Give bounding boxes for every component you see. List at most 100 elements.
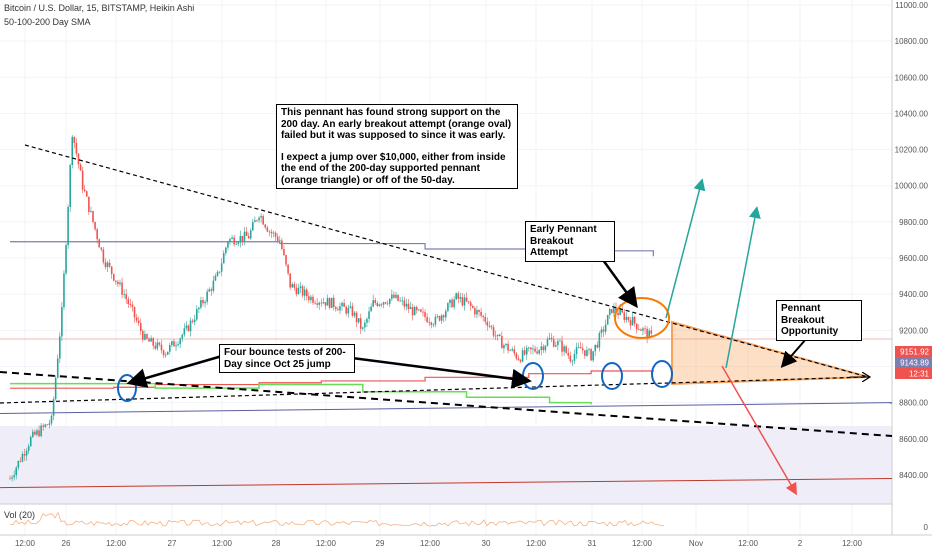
candle-body: [573, 354, 576, 361]
bounce-oval-3: [601, 362, 623, 390]
resistance-trendline: [24, 144, 869, 378]
candle-body: [515, 353, 518, 359]
candle-body: [144, 334, 146, 340]
candle-body: [23, 454, 26, 456]
candle-body: [152, 338, 154, 346]
x-tick-label-16: 12:00: [842, 539, 863, 548]
candle-body: [73, 136, 76, 144]
candle-body: [494, 335, 497, 337]
candle-body: [88, 196, 90, 212]
candle-body: [46, 424, 49, 426]
candle-body: [517, 358, 520, 361]
candle-body: [34, 431, 36, 435]
candle-body: [337, 309, 339, 311]
candle-body: [557, 341, 559, 346]
candle-body: [264, 224, 267, 228]
candle-body: [413, 307, 416, 316]
indicator-label[interactable]: 50-100-200 Day SMA: [4, 17, 91, 27]
candle-body: [415, 307, 418, 311]
candle-body: [175, 345, 177, 347]
early-pennant-annotation[interactable]: Early Pennant Breakout Attempt: [525, 221, 615, 262]
price-badge-0: [895, 346, 932, 357]
y-tick-label-11: 8800.00: [899, 399, 928, 408]
candle-body: [592, 351, 594, 361]
candle-body: [289, 273, 291, 288]
candle-body: [285, 254, 287, 265]
candle-body: [158, 342, 161, 345]
candle-body: [488, 325, 491, 327]
main-annotation-p2: I expect a jump over $10,000, either fro…: [281, 151, 506, 186]
y-tick-label-0: 11000.00: [895, 1, 928, 10]
candle-body: [528, 347, 530, 349]
candle-body: [525, 347, 528, 355]
candle-body: [442, 315, 445, 318]
candle-body: [260, 216, 262, 218]
candle-body: [496, 334, 499, 337]
x-tick-label-12: 12:00: [632, 539, 653, 548]
candle-body: [98, 239, 101, 248]
candle-body: [544, 345, 547, 351]
candle-body: [150, 338, 152, 342]
candle-body: [540, 346, 543, 351]
price-badge-text-0: 9151.92: [900, 348, 929, 357]
pennant-breakout-annotation[interactable]: Pennant Breakout Opportunity: [776, 300, 862, 341]
candle-body: [241, 235, 244, 242]
candle-body: [189, 320, 192, 332]
candle-body: [268, 231, 271, 233]
volume-pane: 0: [9, 511, 929, 532]
bounce-annotation[interactable]: Four bounce tests of 200-Day since Oct 2…: [219, 344, 355, 373]
price-badge-1: [895, 357, 932, 368]
x-tick-label-3: 27: [168, 539, 177, 548]
candle-body: [218, 271, 221, 273]
candle-body: [133, 306, 136, 318]
candle-body: [523, 350, 526, 355]
volume-axis-zero: 0: [924, 523, 929, 532]
candle-body: [54, 377, 57, 400]
candle-body: [312, 296, 314, 303]
candle-body: [222, 253, 225, 264]
main-annotation[interactable]: This pennant has found strong support on…: [276, 104, 518, 189]
candle-body: [181, 334, 184, 339]
candle-body: [498, 334, 501, 337]
candle-body: [25, 450, 28, 456]
candle-body: [243, 231, 246, 242]
candle-body: [606, 314, 609, 325]
candle-body: [380, 304, 383, 306]
candle-body: [206, 291, 208, 302]
candle-body: [220, 263, 223, 272]
y-tick-label-4: 10200.00: [895, 146, 929, 155]
chart-title[interactable]: Bitcoin / U.S. Dollar, 15, BITSTAMP, Hei…: [4, 3, 195, 13]
candle-body: [42, 425, 45, 427]
candle-body: [36, 430, 38, 435]
candle-body: [552, 339, 555, 347]
candle-body: [420, 309, 422, 312]
price-badge-2: [895, 368, 932, 379]
candle-body: [463, 297, 466, 306]
candle-body: [305, 289, 308, 297]
volume-label[interactable]: Vol (20): [4, 510, 36, 520]
candle-body: [142, 330, 144, 340]
candle-body: [476, 309, 478, 315]
candle-body: [270, 231, 273, 234]
candle-body: [534, 348, 536, 352]
candle-body: [200, 300, 202, 308]
candle-body: [357, 318, 360, 323]
candle-body: [146, 334, 148, 339]
lower-shade: [0, 426, 892, 504]
x-tick-label-7: 29: [376, 539, 385, 548]
green-projection-arrow-2: [725, 206, 761, 369]
main-annotation-p1: This pennant has found strong support on…: [281, 107, 512, 141]
long-support-trendline: [0, 371, 893, 437]
candle-body: [185, 325, 188, 329]
candle-body: [584, 350, 586, 356]
candle-body: [148, 338, 150, 342]
candle-body: [600, 329, 603, 334]
candle-body: [627, 316, 630, 321]
candle-body: [461, 297, 464, 306]
y-tick-label-1: 10800.00: [895, 37, 929, 46]
candle-body: [505, 343, 507, 346]
candle-body: [536, 351, 538, 354]
candle-body: [542, 346, 545, 351]
y-tick-label-5: 10000.00: [895, 182, 929, 191]
